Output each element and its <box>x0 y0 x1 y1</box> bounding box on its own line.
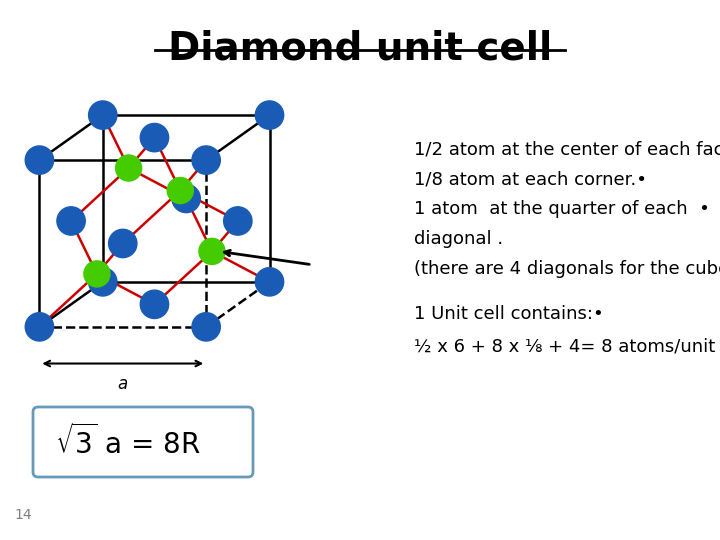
Circle shape <box>192 313 220 341</box>
Text: 1/8 atom at each corner.•: 1/8 atom at each corner.• <box>414 171 647 188</box>
Circle shape <box>140 290 168 319</box>
Circle shape <box>109 230 137 258</box>
Circle shape <box>256 268 284 296</box>
Circle shape <box>199 238 225 265</box>
Text: $\sqrt{3}$ a = 8R: $\sqrt{3}$ a = 8R <box>55 424 201 460</box>
Text: 1/2 atom at the center of each face.•: 1/2 atom at the center of each face.• <box>414 140 720 158</box>
Circle shape <box>84 261 110 287</box>
Circle shape <box>89 101 117 129</box>
Text: Diamond unit cell: Diamond unit cell <box>168 30 552 68</box>
Circle shape <box>89 268 117 296</box>
Text: ½ x 6 + 8 x ⅛ + 4= 8 atoms/unit cell.: ½ x 6 + 8 x ⅛ + 4= 8 atoms/unit cell. <box>414 337 720 355</box>
Circle shape <box>25 146 53 174</box>
Text: 1 atom  at the quarter of each  •: 1 atom at the quarter of each • <box>414 200 710 218</box>
Circle shape <box>256 101 284 129</box>
Text: a: a <box>117 375 128 393</box>
Circle shape <box>116 155 142 181</box>
Circle shape <box>192 146 220 174</box>
Circle shape <box>167 178 194 204</box>
Text: 14: 14 <box>14 508 32 522</box>
Text: diagonal .: diagonal . <box>414 231 503 248</box>
Text: (there are 4 diagonals for the cube): (there are 4 diagonals for the cube) <box>414 260 720 279</box>
Circle shape <box>140 124 168 152</box>
Circle shape <box>172 184 200 213</box>
Circle shape <box>25 313 53 341</box>
Circle shape <box>224 207 252 235</box>
FancyBboxPatch shape <box>33 407 253 477</box>
Text: 1 Unit cell contains:•: 1 Unit cell contains:• <box>414 305 604 323</box>
Circle shape <box>57 207 85 235</box>
